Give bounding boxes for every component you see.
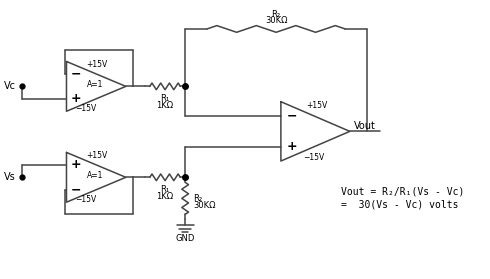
- Text: A=1: A=1: [87, 171, 103, 180]
- Text: Vc: Vc: [4, 81, 16, 92]
- Text: R₁: R₁: [160, 94, 170, 103]
- Text: Vout: Vout: [354, 121, 375, 131]
- Text: +15V: +15V: [86, 60, 108, 69]
- Text: R₂: R₂: [271, 10, 281, 19]
- Text: −15V: −15V: [75, 195, 96, 204]
- Text: 1KΩ: 1KΩ: [156, 192, 173, 201]
- Text: +: +: [71, 92, 81, 105]
- Text: +15V: +15V: [86, 151, 108, 160]
- Text: −: −: [71, 68, 81, 80]
- Text: −15V: −15V: [303, 153, 324, 162]
- Text: −: −: [71, 183, 81, 196]
- Text: Vs: Vs: [4, 172, 16, 182]
- Text: R₂: R₂: [193, 194, 202, 203]
- Text: R₁: R₁: [160, 185, 170, 194]
- Text: A=1: A=1: [87, 80, 103, 89]
- Text: +: +: [287, 140, 298, 153]
- Text: GND: GND: [175, 234, 195, 243]
- Text: 1KΩ: 1KΩ: [156, 101, 173, 110]
- Text: 30KΩ: 30KΩ: [193, 201, 215, 210]
- Text: Vout = R₂/R₁(Vs - Vc): Vout = R₂/R₁(Vs - Vc): [341, 187, 465, 197]
- Text: +: +: [71, 158, 81, 171]
- Text: −: −: [287, 110, 297, 122]
- Text: =  30(Vs - Vc) volts: = 30(Vs - Vc) volts: [341, 199, 459, 209]
- Text: 30KΩ: 30KΩ: [265, 16, 287, 25]
- Text: −15V: −15V: [75, 104, 96, 113]
- Text: +15V: +15V: [307, 101, 328, 110]
